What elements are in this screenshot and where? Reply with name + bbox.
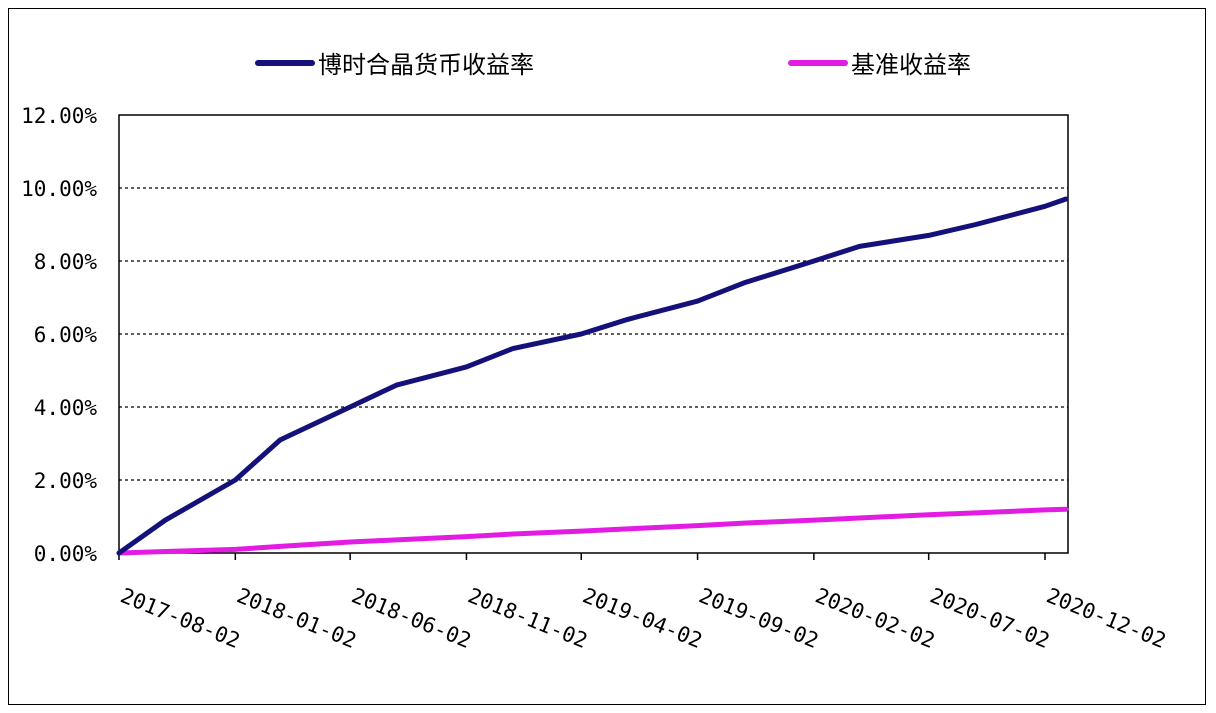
chart-frame <box>8 8 1206 705</box>
x-tick-label: 2020-02-02 <box>812 583 938 653</box>
y-tick-label: 6.00% <box>34 323 98 347</box>
x-tick-label: 2018-01-02 <box>233 583 359 653</box>
y-tick-label: 10.00% <box>21 177 97 201</box>
x-axis: 2017-08-022018-01-022018-06-022018-11-02… <box>117 553 1169 653</box>
x-tick-label: 2018-06-02 <box>348 583 474 653</box>
x-tick-label: 2017-08-02 <box>117 583 243 653</box>
legend-label-series-2: 基准收益率 <box>851 51 971 79</box>
y-tick-label: 2.00% <box>34 469 98 493</box>
gridlines <box>119 187 1068 481</box>
series-line-fund-yield <box>116 196 1069 556</box>
x-tick-label: 2018-11-02 <box>465 583 591 653</box>
x-tick-label: 2019-09-02 <box>696 583 822 653</box>
y-tick-label: 12.00% <box>21 104 97 128</box>
x-tick-label: 2020-12-02 <box>1043 583 1169 653</box>
x-tick-label: 2019-04-02 <box>579 583 705 653</box>
series-lines <box>116 196 1069 556</box>
series-line-benchmark-yield <box>116 506 1069 556</box>
legend-label-series-1: 博时合晶货币收益率 <box>318 51 534 79</box>
y-tick-label: 8.00% <box>34 250 98 274</box>
plot-area <box>118 114 1069 554</box>
y-axis: 0.00% 2.00% 4.00% 6.00% 8.00% 10.00% 12.00% <box>21 104 97 566</box>
y-tick-label: 0.00% <box>34 542 98 566</box>
x-tick-label: 2020-07-02 <box>927 583 1053 653</box>
legend: 博时合晶货币收益率 基准收益率 <box>255 51 971 79</box>
y-tick-label: 4.00% <box>34 396 98 420</box>
